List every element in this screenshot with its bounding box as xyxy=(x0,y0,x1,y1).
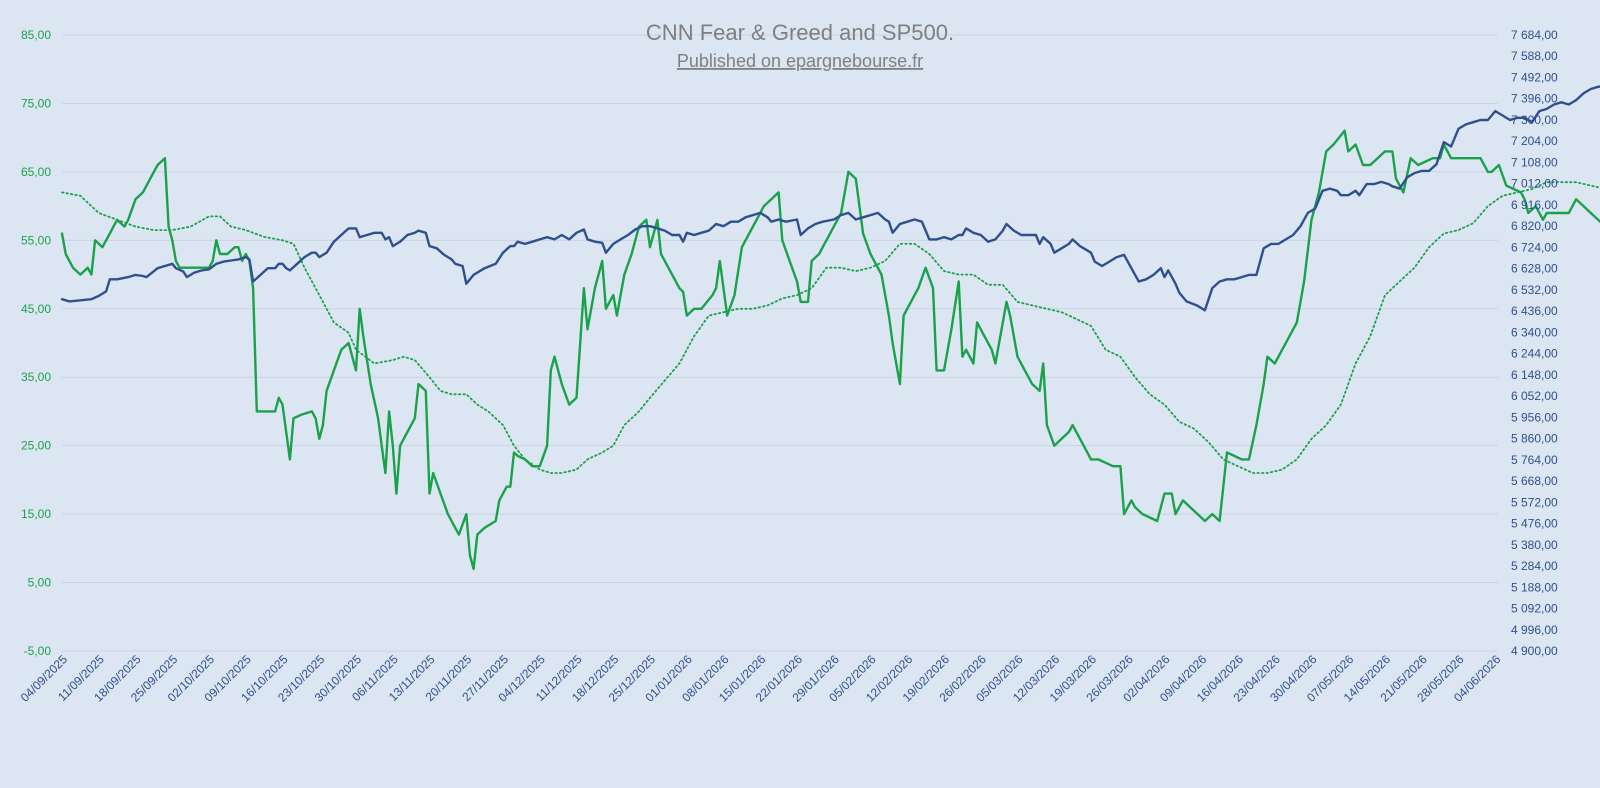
gridlines xyxy=(62,34,1498,652)
y-left-tick-label: 75,00 xyxy=(21,96,51,110)
y-right-tick-label: 6 340,00 xyxy=(1511,325,1558,339)
y-axis-right: 4 900,00 4 996,00 5 092,00 5 188,00 5 284,00… xyxy=(1511,28,1558,658)
chart-subtitle: Published on epargnebourse.fr xyxy=(677,51,923,71)
y-right-tick-label: 5 572,00 xyxy=(1511,495,1558,509)
y-right-tick-label: 6 628,00 xyxy=(1511,262,1558,276)
y-left-tick-label: 55,00 xyxy=(21,233,51,247)
fear-greed-line xyxy=(60,129,1600,571)
y-right-tick-label: 6 532,00 xyxy=(1511,283,1558,297)
y-right-tick-label: 6 436,00 xyxy=(1511,304,1558,318)
y-right-tick-label: 6 916,00 xyxy=(1511,198,1558,212)
chart-title: CNN Fear & Greed and SP500. xyxy=(646,20,954,45)
y-left-tick-label: 25,00 xyxy=(21,439,51,453)
y-left-tick-label: 35,00 xyxy=(21,370,51,384)
y-left-tick-label: 85,00 xyxy=(21,28,51,42)
y-right-tick-label: 5 668,00 xyxy=(1511,474,1558,488)
y-right-tick-label: 7 108,00 xyxy=(1511,155,1558,169)
y-right-tick-label: 6 820,00 xyxy=(1511,219,1558,233)
fear-greed-average-line xyxy=(61,181,1600,474)
y-left-tick-label: -5,00 xyxy=(24,644,52,658)
y-right-tick-label: 5 092,00 xyxy=(1511,602,1558,616)
y-axis-left: -5,00 5,00 15,00 25,00 35,00 45,00 55,00 65,00 7… xyxy=(21,28,51,658)
y-right-tick-label: 7 396,00 xyxy=(1511,92,1558,106)
y-right-tick-label: 4 900,00 xyxy=(1511,644,1558,658)
y-right-tick-label: 5 764,00 xyxy=(1511,453,1558,467)
y-right-tick-label: 6 052,00 xyxy=(1511,389,1558,403)
y-left-tick-label: 5,00 xyxy=(28,576,52,590)
y-right-tick-label: 7 684,00 xyxy=(1511,28,1558,42)
y-right-tick-label: 7 204,00 xyxy=(1511,134,1558,148)
y-right-tick-label: 7 300,00 xyxy=(1511,113,1558,127)
y-right-tick-label: 6 148,00 xyxy=(1511,368,1558,382)
y-right-tick-label: 5 860,00 xyxy=(1511,432,1558,446)
y-right-tick-label: 5 956,00 xyxy=(1511,410,1558,424)
y-right-tick-label: 5 284,00 xyxy=(1511,559,1558,573)
y-left-tick-label: 65,00 xyxy=(21,165,51,179)
y-right-tick-label: 4 996,00 xyxy=(1511,623,1558,637)
series-layer xyxy=(60,85,1600,571)
y-left-tick-label: 15,00 xyxy=(21,507,51,521)
y-left-tick-label: 45,00 xyxy=(21,302,51,316)
y-right-tick-label: 7 588,00 xyxy=(1511,49,1558,63)
y-right-tick-label: 6 244,00 xyxy=(1511,347,1558,361)
sp500-line xyxy=(60,85,1600,312)
y-right-tick-label: 5 476,00 xyxy=(1511,517,1558,531)
y-right-tick-label: 5 380,00 xyxy=(1511,538,1558,552)
y-right-tick-label: 7 492,00 xyxy=(1511,70,1558,84)
y-right-tick-label: 5 188,00 xyxy=(1511,580,1558,594)
y-right-tick-label: 6 724,00 xyxy=(1511,240,1558,254)
y-right-tick-label: 7 012,00 xyxy=(1511,177,1558,191)
